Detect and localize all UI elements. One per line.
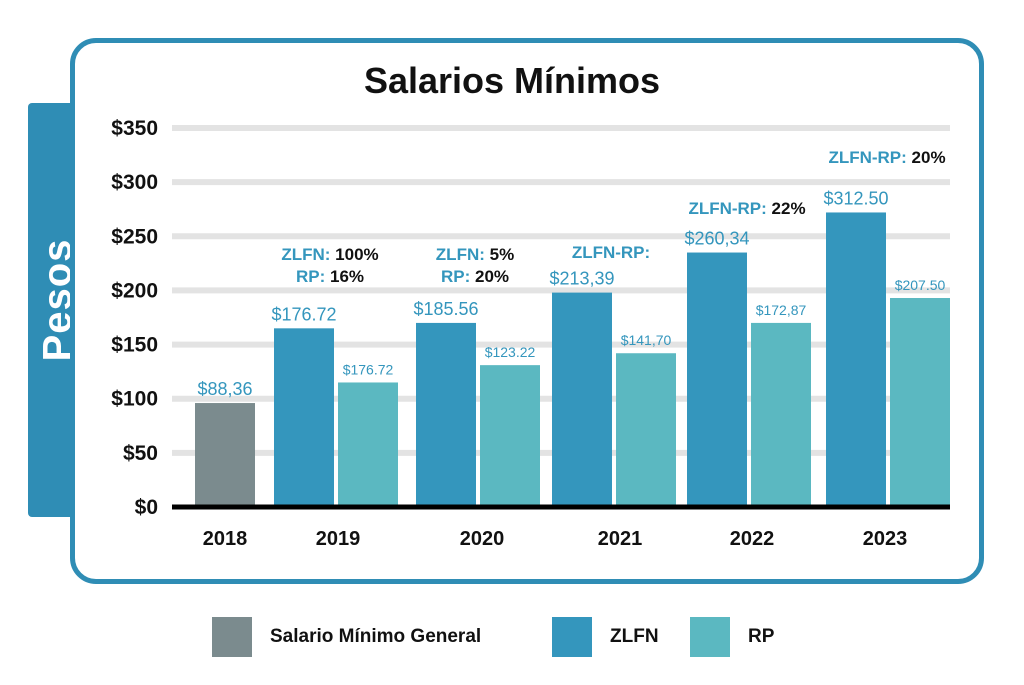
- y-tick-label: $250: [111, 225, 158, 248]
- annotation-key: ZLFN-RP:: [688, 199, 766, 218]
- x-tick-label: 2018: [203, 528, 248, 550]
- y-tick-label: $300: [111, 171, 158, 194]
- annotation-2022: ZLFN-RP: 22%: [688, 199, 805, 218]
- annotation-key: ZLFN:: [281, 245, 330, 264]
- x-tick-label: 2020: [460, 528, 505, 550]
- bar-zlfn-2022: [687, 252, 747, 507]
- bar-rp-2023: [890, 298, 950, 507]
- annotation-key: ZLFN-RP:: [572, 243, 650, 262]
- annotation-2023: ZLFN-RP: 20%: [828, 148, 945, 167]
- y-tick-label: $350: [111, 117, 158, 140]
- bar-zlfn-2023: [826, 212, 886, 507]
- x-tick-label: 2023: [863, 528, 908, 550]
- annotation-2019: ZLFN: 100%: [281, 245, 378, 264]
- legend-swatch: [690, 617, 730, 657]
- y-tick-label: $100: [111, 388, 158, 411]
- annotation-key: RP:: [296, 267, 325, 286]
- annotation-2020: ZLFN: 5%: [436, 245, 514, 264]
- legend-swatch: [212, 617, 252, 657]
- data-label: $213,39: [549, 269, 614, 289]
- x-tick-label: 2022: [730, 528, 775, 550]
- bar-zlfn-2019: [274, 328, 334, 507]
- annotation-value: 5%: [485, 245, 514, 264]
- legend-label: Salario Mínimo General: [270, 626, 482, 647]
- annotation-key: ZLFN:: [436, 245, 485, 264]
- annotation-value: 16%: [325, 267, 364, 286]
- annotation-value: 22%: [767, 199, 806, 218]
- data-label: $176.72: [271, 304, 336, 324]
- data-label: $141,70: [621, 332, 672, 348]
- data-label: $172,87: [756, 302, 807, 318]
- chart-title: Salarios Mínimos: [363, 60, 661, 101]
- annotation-key: RP:: [441, 267, 470, 286]
- bar-zlfn-2020: [416, 322, 476, 507]
- data-label: $260,34: [684, 229, 749, 249]
- annotation-value: 20%: [907, 148, 946, 167]
- data-label: $207.50: [895, 277, 946, 293]
- bar-rp-2022: [751, 322, 811, 507]
- legend-label: ZLFN: [610, 626, 659, 647]
- bar-zlfn-2021: [552, 292, 612, 507]
- legend-swatch: [552, 617, 592, 657]
- legend: Salario Mínimo General ZLFN RP: [0, 617, 1024, 657]
- bar-salario-mínimo-general-2018: [195, 403, 255, 507]
- annotation-value: 100%: [330, 245, 378, 264]
- data-label: $88,36: [197, 379, 252, 399]
- bar-rp-2019: [338, 382, 398, 507]
- x-tick-label: 2019: [316, 528, 361, 550]
- bar-rp-2020: [480, 365, 540, 507]
- y-tick-label: $50: [123, 442, 158, 465]
- x-tick-label: 2021: [598, 528, 643, 550]
- y-tick-label: $150: [111, 334, 158, 357]
- data-label: $185.56: [413, 299, 478, 319]
- data-label: $312.50: [823, 188, 888, 208]
- annotation-2021: ZLFN-RP:: [572, 243, 650, 262]
- data-label: $123.22: [485, 344, 536, 360]
- legend-item-salario-mínimo-general: Salario Mínimo General: [212, 617, 481, 657]
- bar-rp-2021: [616, 353, 676, 507]
- annotation-value: 20%: [470, 267, 509, 286]
- y-tick-label: $0: [135, 496, 158, 519]
- annotation-key: ZLFN-RP:: [828, 148, 906, 167]
- data-label: $176.72: [343, 361, 394, 377]
- annotation-2019: RP: 16%: [296, 267, 364, 286]
- y-tick-label: $200: [111, 279, 158, 302]
- bar-chart: $0 $50 $100 $150 $200 $250 $300 $350 $88,36 2018 $…: [111, 117, 950, 550]
- legend-item-rp: RP: [690, 617, 774, 657]
- legend-item-zlfn: ZLFN: [552, 617, 659, 657]
- legend-label: RP: [748, 626, 775, 647]
- annotation-2020: RP: 20%: [441, 267, 509, 286]
